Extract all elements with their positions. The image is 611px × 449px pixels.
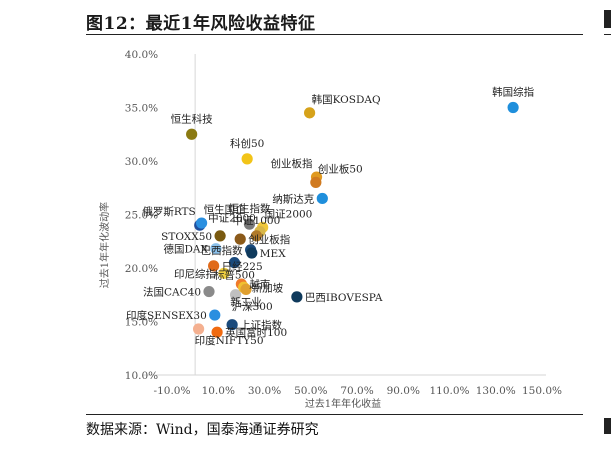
scatter-point: [226, 319, 238, 331]
x-tick-label: 150.0%: [522, 385, 562, 397]
point-label: 英国富时100: [225, 326, 287, 339]
x-tick-label: 90.0%: [387, 385, 420, 397]
point-label: 沪深300: [232, 300, 273, 313]
point-label: 恒生国企: [204, 203, 246, 216]
y-tick-label: 25.0%: [125, 210, 158, 222]
point-label: 越南: [249, 278, 270, 291]
point-label: 新加坡: [252, 281, 284, 294]
chart-axes: -10.0% 10.0% 30.0% 50.0% 70.0% 90.0% 110.0% 130…: [125, 49, 562, 397]
scatter-point: [218, 267, 230, 279]
y-tick-label: 30.0%: [125, 156, 158, 168]
scatter-point: [303, 107, 316, 119]
x-tick-label: -10.0%: [154, 385, 191, 397]
point-label: 恒生科技: [171, 112, 213, 125]
y-tick-label: 15.0%: [125, 317, 158, 329]
x-tick-label: 70.0%: [340, 385, 373, 397]
chart-points: [186, 101, 519, 338]
source-rule: [86, 414, 583, 415]
scatter-point: [210, 243, 222, 255]
x-axis-title: 过去1年年化收益: [305, 397, 381, 410]
x-tick-label: 130.0%: [476, 385, 516, 397]
point-label: 上证指数: [240, 319, 282, 332]
scatter-point: [229, 289, 242, 301]
point-label: 德国DAX: [163, 243, 208, 256]
point-label: 创业板指: [248, 233, 290, 246]
y-tick-label: 10.0%: [125, 370, 158, 382]
scatter-point: [228, 257, 241, 269]
scatter-point: [209, 309, 221, 321]
data-source-note: 数据来源：Wind，国泰海通证券研究: [86, 422, 319, 438]
scatter-point: [246, 247, 258, 259]
point-label: MEX: [260, 248, 286, 260]
scatter-point: [507, 101, 519, 114]
scatter-point: [310, 176, 322, 188]
point-label: 科创50: [230, 137, 264, 150]
x-tick-label: 30.0%: [248, 385, 281, 397]
point-label: 印度SENSEX30: [126, 309, 207, 322]
x-tick-label: 50.0%: [294, 385, 327, 397]
point-label: 新工业: [230, 295, 262, 308]
point-label: 恒生指数: [228, 202, 270, 215]
point-label: 巴西指数: [201, 244, 243, 257]
scatter-point: [316, 192, 328, 205]
point-label: 创业板50: [318, 162, 363, 175]
point-label: 法国CAC40: [143, 286, 201, 299]
scatter-point: [211, 326, 223, 338]
point-label: 巴西IBOVESPA: [305, 292, 383, 304]
scatter-point: [291, 291, 303, 303]
y-tick-label: 35.0%: [125, 103, 158, 115]
scatter-point: [192, 323, 205, 335]
scatter-point: [243, 218, 256, 230]
point-label: 印度NIFTY50: [195, 334, 264, 347]
scatter-point: [234, 233, 246, 245]
scatter-point: [208, 260, 220, 272]
point-label: 创业板指: [271, 157, 313, 170]
title-rule: [86, 34, 583, 35]
figure-title: 图12：最近1年风险收益特征: [86, 14, 316, 34]
y-axis-title: 过去1年年化波动率: [98, 202, 111, 288]
point-label: 韩国KOSDAQ: [312, 93, 381, 106]
point-label: STOXX50: [161, 231, 212, 243]
y-tick-label: 20.0%: [125, 263, 158, 275]
point-label: 国证2000: [265, 208, 313, 220]
point-label: 中证2000: [208, 212, 256, 225]
adjacent-figure-edge-bottom: [604, 418, 611, 434]
x-tick-label: 110.0%: [429, 385, 469, 397]
point-label: 中证1000: [233, 214, 281, 227]
point-label: 纳斯达克: [272, 192, 314, 205]
point-label: 标普500: [214, 269, 255, 282]
scatter-point: [240, 283, 252, 295]
scatter-point: [196, 217, 208, 229]
scatter-point: [203, 285, 215, 298]
point-label: 日经225: [222, 260, 263, 273]
point-label: 俄罗斯RTS: [142, 205, 195, 218]
point-label: 印尼综指: [174, 267, 216, 280]
y-tick-label: 40.0%: [125, 49, 158, 61]
scatter-point: [214, 230, 226, 242]
adjacent-figure-rule: [604, 34, 611, 35]
adjacent-figure-edge: [604, 10, 611, 28]
scatter-point: [186, 128, 198, 140]
point-label: 韩国综指: [492, 86, 534, 99]
scatter-point: [250, 230, 263, 242]
scatter-point: [241, 153, 253, 165]
x-tick-label: 10.0%: [202, 385, 235, 397]
